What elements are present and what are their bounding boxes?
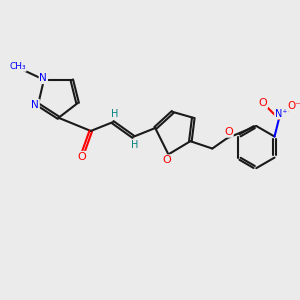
Text: N: N [31,100,39,110]
Text: N⁺: N⁺ [275,109,288,119]
Text: O: O [258,98,267,108]
Text: CH₃: CH₃ [9,62,26,71]
Text: N: N [40,73,47,83]
Text: O: O [78,152,86,162]
Text: H: H [131,140,138,150]
Text: O: O [224,127,233,137]
Text: O⁻: O⁻ [287,101,300,111]
Text: O: O [163,155,171,165]
Text: H: H [110,109,118,119]
